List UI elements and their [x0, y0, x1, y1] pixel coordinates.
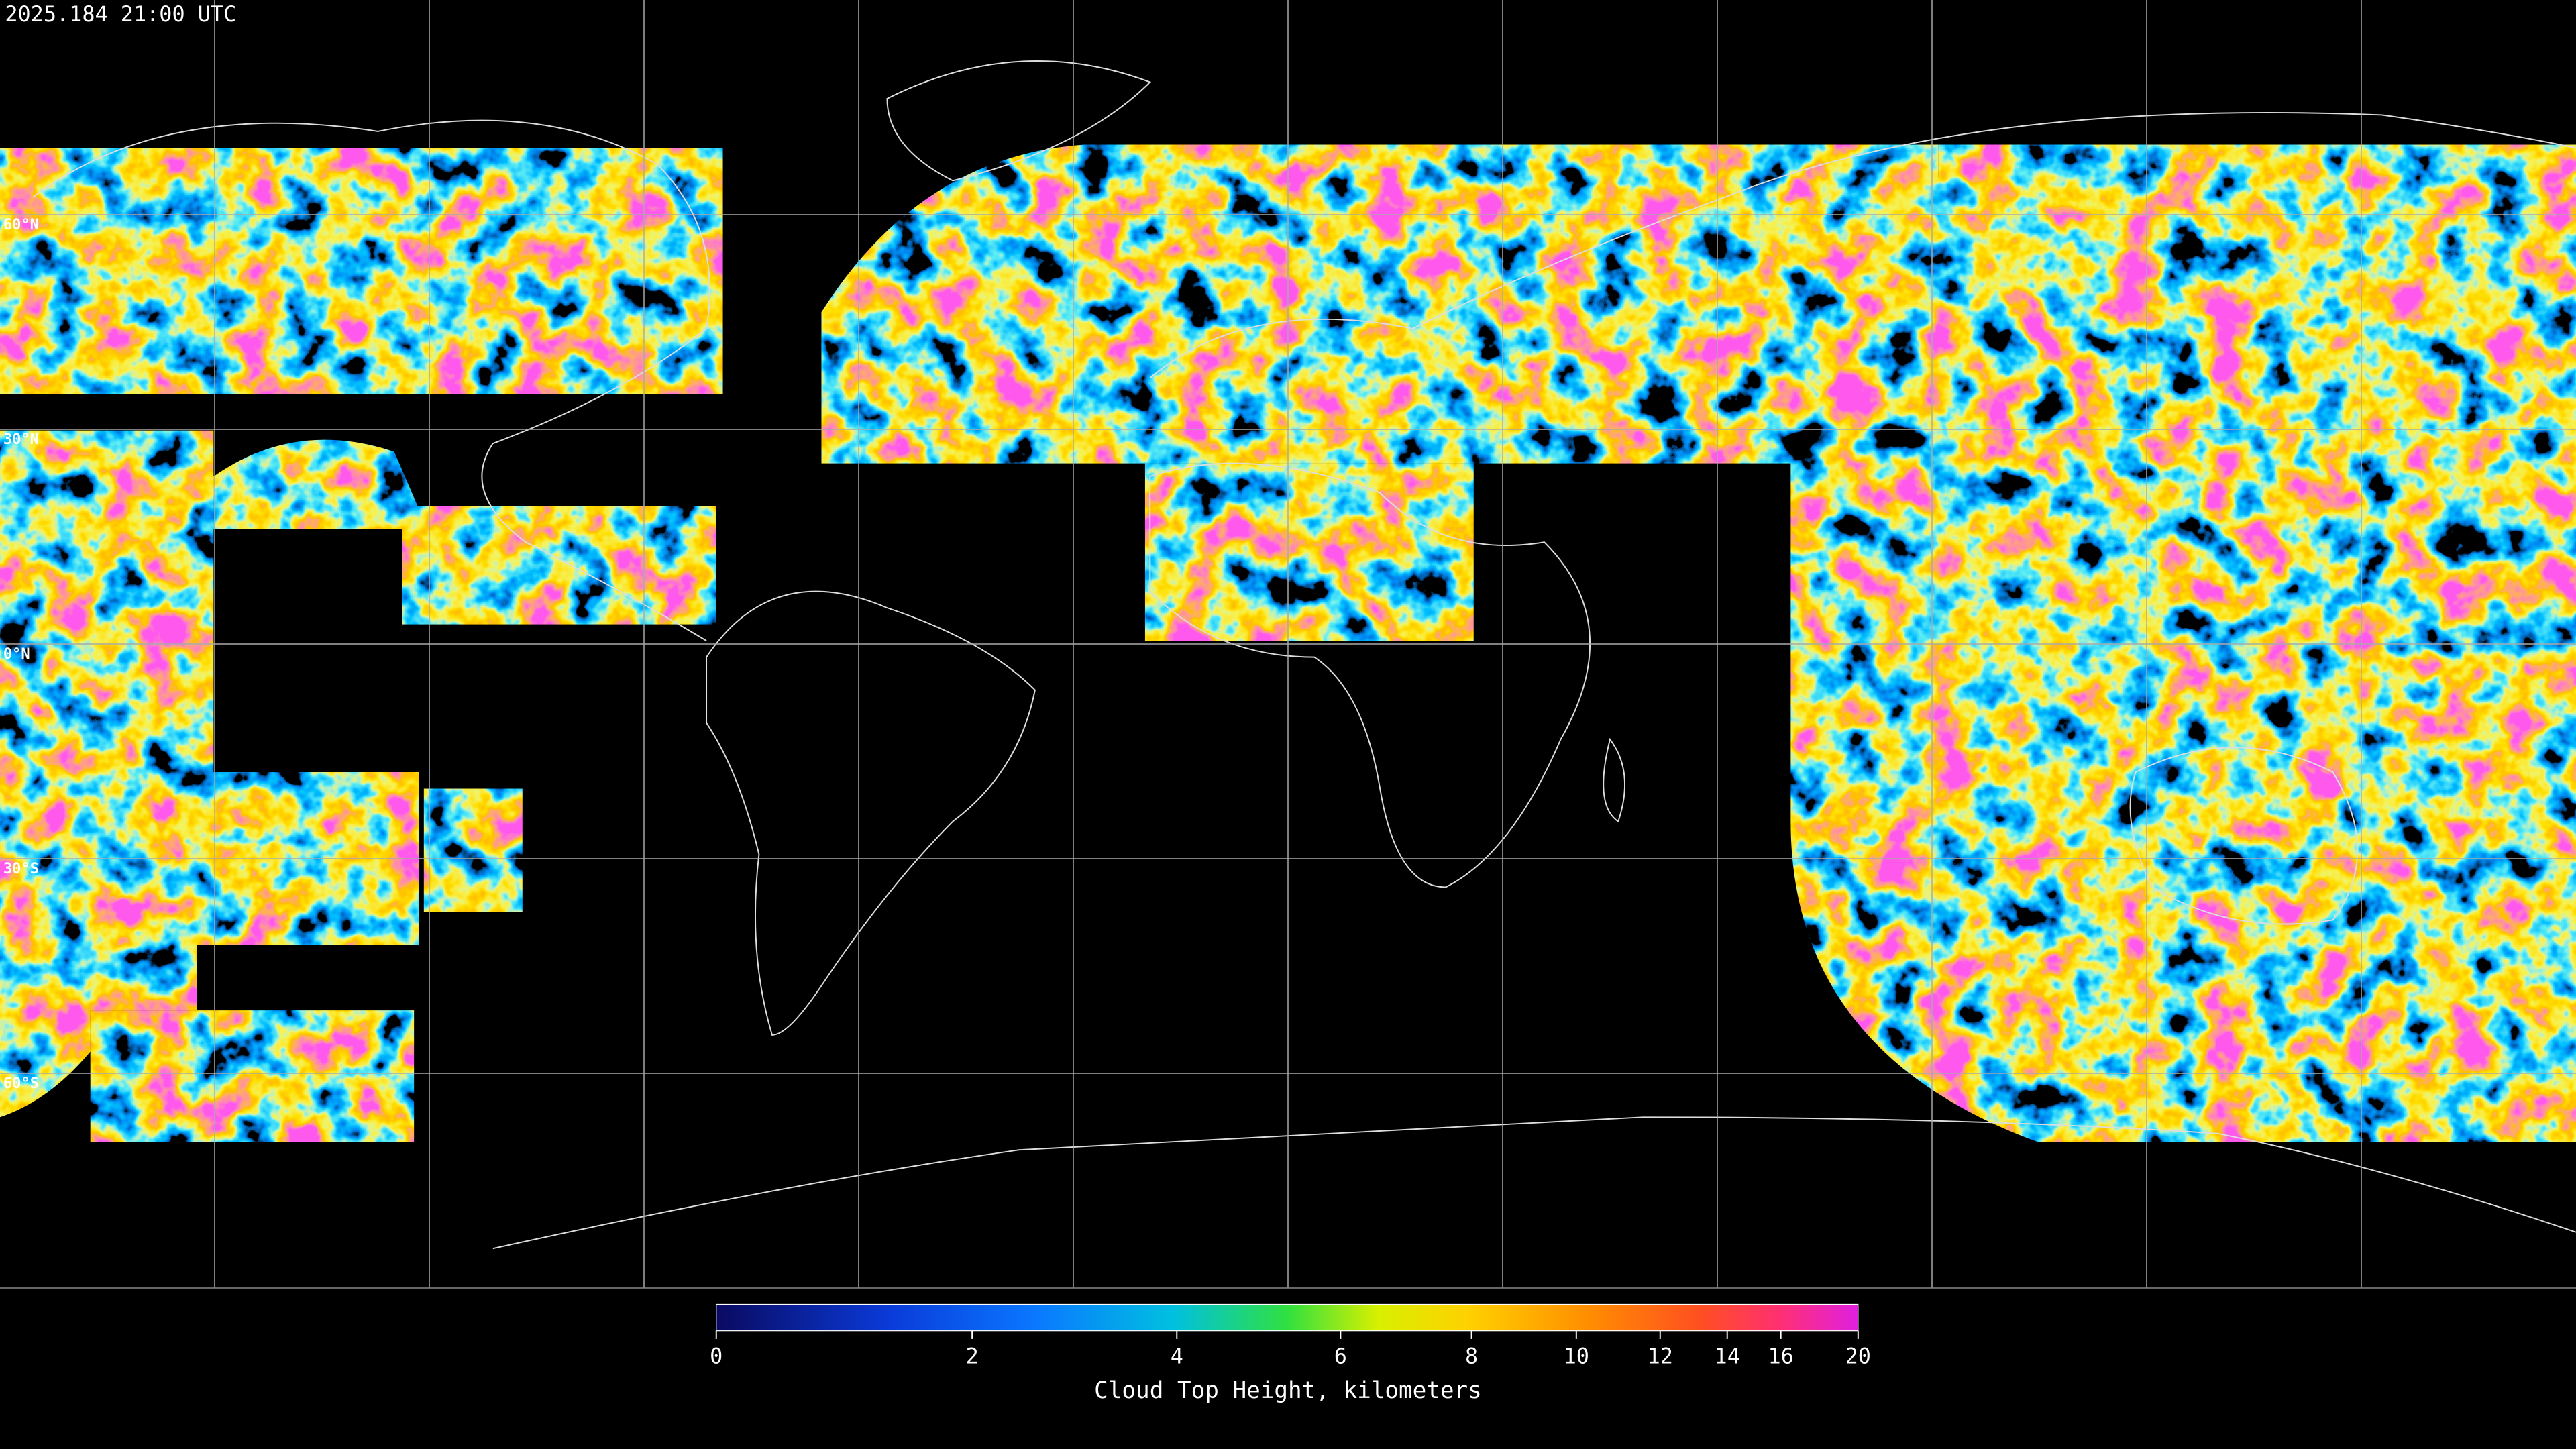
- colorbar-tick-label: 0: [710, 1344, 722, 1369]
- lat-label: 60°N: [3, 217, 39, 233]
- lat-label: 30°S: [3, 861, 39, 877]
- graticule: [0, 0, 2576, 1288]
- coastlines: [32, 60, 2576, 1250]
- colorbar-label: Cloud Top Height, kilometers: [1094, 1377, 1482, 1404]
- colorbar-tick-label: 10: [1564, 1344, 1589, 1369]
- lat-label: 0°N: [3, 646, 30, 663]
- timestamp: 2025.184 21:00 UTC: [5, 1, 236, 27]
- colorbar: [716, 1303, 1859, 1332]
- colorbar-tick-label: 14: [1715, 1344, 1740, 1369]
- colorbar-tick-label: 20: [1845, 1344, 1871, 1369]
- colorbar-tick-label: 8: [1465, 1344, 1478, 1369]
- colorbar-tick-label: 2: [966, 1344, 979, 1369]
- lat-label: 30°N: [3, 431, 39, 448]
- lat-label: 60°S: [3, 1075, 39, 1092]
- colorbar-tick-label: 16: [1768, 1344, 1794, 1369]
- colorbar-tick-label: 12: [1648, 1344, 1673, 1369]
- colorbar-tick-label: 6: [1334, 1344, 1347, 1369]
- colorbar-tick-label: 4: [1171, 1344, 1183, 1369]
